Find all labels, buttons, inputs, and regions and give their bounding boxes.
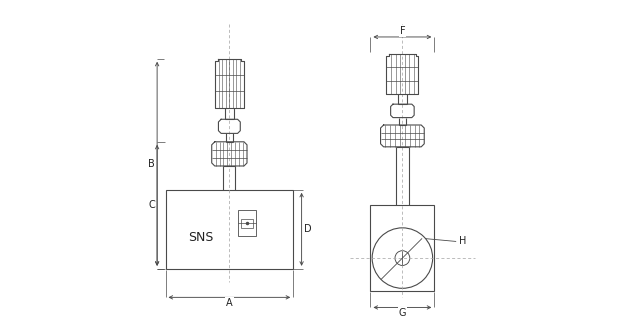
Bar — [371, 205, 435, 291]
Text: A: A — [226, 298, 232, 308]
Text: G: G — [399, 308, 406, 319]
Text: C: C — [148, 200, 155, 210]
Bar — [237, 210, 256, 236]
Text: D: D — [304, 224, 311, 234]
Bar — [166, 190, 293, 269]
Text: B: B — [148, 159, 154, 169]
Text: F: F — [399, 26, 405, 36]
Text: SNS: SNS — [188, 231, 214, 244]
Text: H: H — [459, 237, 466, 246]
Bar — [241, 218, 253, 228]
